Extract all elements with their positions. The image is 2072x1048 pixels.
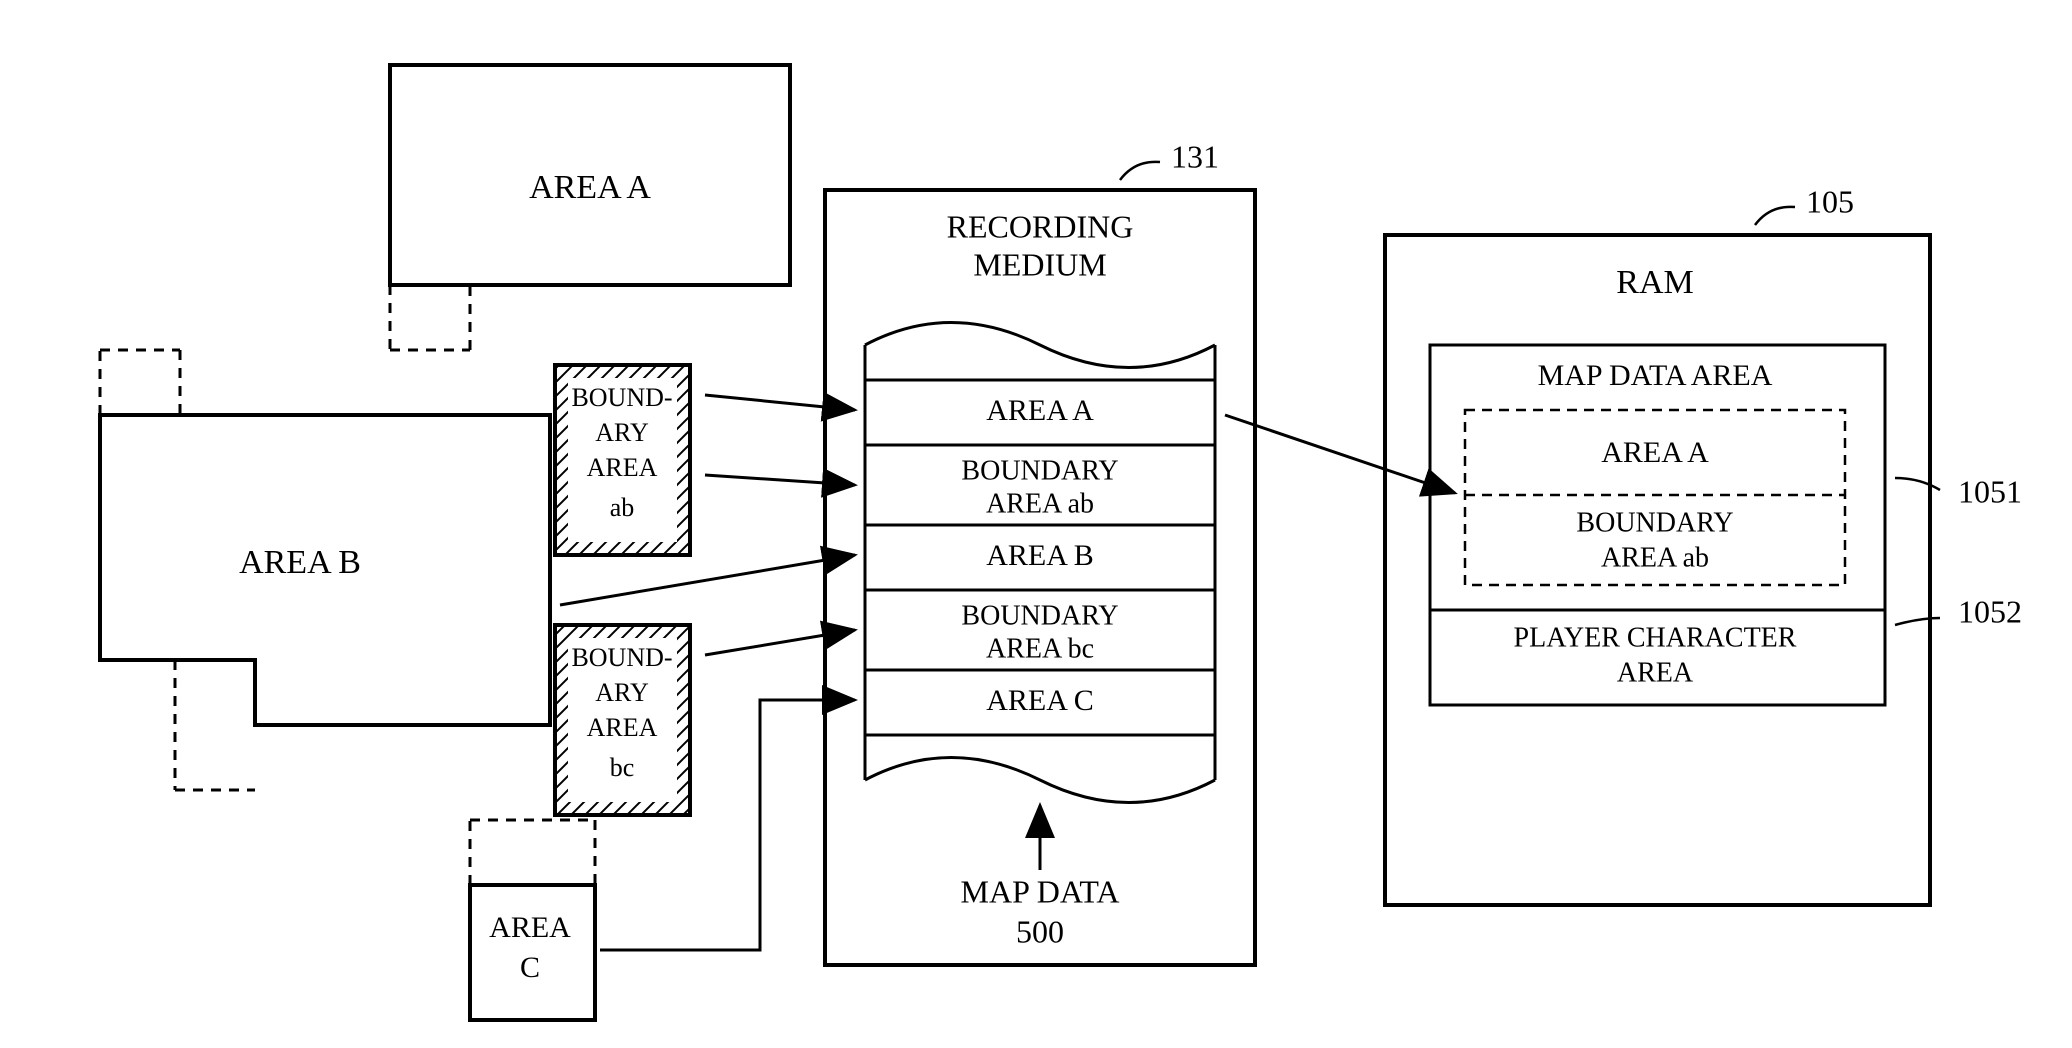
recording-medium-row-3: AREA B	[986, 539, 1094, 572]
svg-text:105: 105	[1806, 183, 1854, 219]
ram-label: RAM	[1616, 264, 1693, 301]
map-data-area-label: MAP DATA AREA	[1538, 359, 1773, 392]
recording-medium-label-1: RECORDING	[947, 208, 1134, 244]
recording-medium-row-5: AREA C	[986, 684, 1094, 717]
boundary-ab-text-2: ARY	[595, 418, 649, 447]
recording-medium-box: RECORDING MEDIUM AREA A BOUNDARY AREA ab…	[825, 190, 1255, 965]
recording-medium-label-2: MEDIUM	[973, 246, 1106, 282]
ram-area-a-label: AREA A	[1601, 436, 1709, 469]
arrow-boundary-bc-to-rm	[705, 630, 855, 655]
boundary-ab-text-3: AREA	[587, 453, 658, 482]
recording-medium-row-1: AREA A	[986, 394, 1094, 427]
player-char-label-2: AREA	[1617, 657, 1694, 688]
svg-text:1052: 1052	[1958, 593, 2022, 629]
recording-medium-row-4b: AREA bc	[986, 633, 1094, 664]
boundary-ab-text-4: ab	[610, 493, 635, 522]
ram-box: RAM MAP DATA AREA AREA A BOUNDARY AREA a…	[1385, 235, 1930, 905]
arrow-boundary-ab-to-rm	[705, 475, 855, 485]
ram-boundary-label-1: BOUNDARY	[1576, 507, 1733, 538]
area-c-label-2: C	[520, 951, 540, 984]
svg-text:1051: 1051	[1958, 473, 2022, 509]
boundary-bc-text-2: ARY	[595, 678, 649, 707]
boundary-bc-text-4: bc	[610, 753, 635, 782]
arrow-rm-to-ram	[1225, 415, 1455, 493]
arrow-area-a-to-rm	[705, 395, 855, 410]
player-char-label-1: PLAYER CHARACTER	[1514, 622, 1797, 653]
area-b-box: AREA B	[100, 350, 550, 790]
boundary-bc-text-3: AREA	[587, 713, 658, 742]
boundary-bc-text-1: BOUND-	[571, 643, 672, 672]
boundary-ab-text-1: BOUND-	[571, 383, 672, 412]
ref-131: 131	[1120, 138, 1219, 180]
svg-text:131: 131	[1171, 138, 1219, 174]
recording-medium-row-4a: BOUNDARY	[961, 600, 1118, 631]
arrow-area-b-to-rm	[560, 555, 855, 605]
ram-boundary-label-2: AREA ab	[1601, 542, 1709, 573]
area-c-label-1: AREA	[489, 911, 571, 944]
boundary-area-bc: BOUND- ARY AREA bc	[555, 625, 690, 815]
ref-1052: 1052	[1895, 593, 2022, 629]
ref-105: 105	[1755, 183, 1854, 225]
area-b-label: AREA B	[239, 544, 361, 581]
ref-1051: 1051	[1895, 473, 2022, 509]
map-data-number: 500	[1016, 913, 1064, 949]
map-data-label: MAP DATA	[961, 873, 1120, 909]
area-c-box: AREA C	[470, 820, 595, 1020]
area-a-box: AREA A	[390, 65, 790, 350]
recording-medium-row-2b: AREA ab	[986, 488, 1094, 519]
boundary-area-ab: BOUND- ARY AREA ab	[555, 365, 690, 555]
recording-medium-row-2a: BOUNDARY	[961, 455, 1118, 486]
area-a-label: AREA A	[529, 169, 651, 206]
